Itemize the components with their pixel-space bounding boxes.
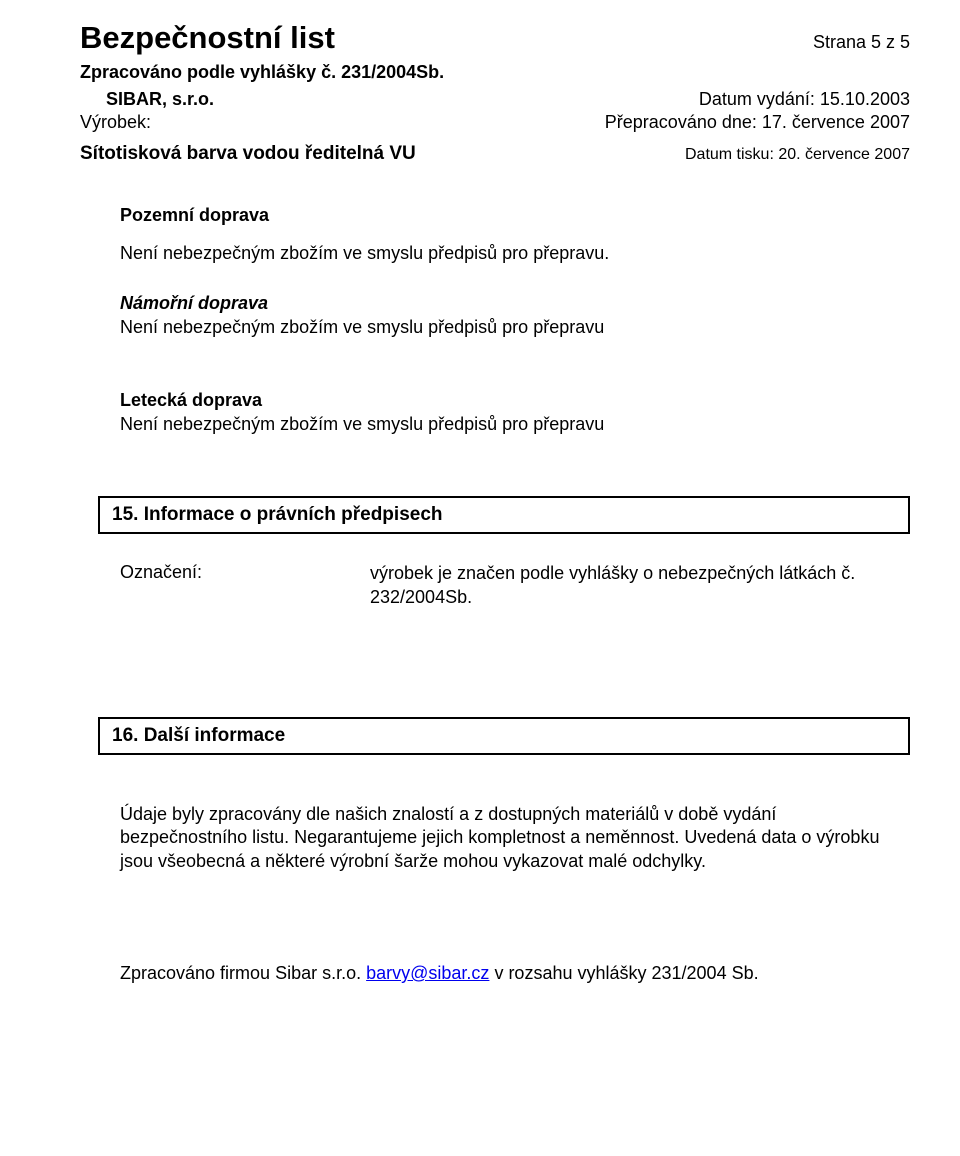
product-name: Sítotisková barva vodou ředitelná VU xyxy=(80,143,416,165)
footer-prefix: Zpracováno firmou Sibar s.r.o. xyxy=(120,963,366,983)
footer-email-link[interactable]: barvy@sibar.cz xyxy=(366,963,489,983)
sea-transport-heading: Námořní doprava xyxy=(120,293,900,314)
document-title: Bezpečnostní list xyxy=(80,20,335,56)
spacer xyxy=(120,228,900,242)
header-row-productname: Sítotisková barva vodou ředitelná VU Dat… xyxy=(80,133,910,165)
issue-date: Datum vydání: 15.10.2003 xyxy=(699,89,910,110)
spacer xyxy=(120,340,900,362)
revised-date: Přepracováno dne: 17. července 2007 xyxy=(605,112,910,133)
ground-transport-text: Není nebezpečným zbožím ve smyslu předpi… xyxy=(120,242,900,265)
footer-suffix: v rozsahu vyhlášky 231/2004 Sb. xyxy=(494,963,758,983)
ground-transport-heading: Pozemní doprava xyxy=(120,205,900,226)
spacer xyxy=(120,783,900,803)
section-15-title: 15. Informace o právních předpisech xyxy=(112,504,443,525)
air-transport-heading: Letecká doprava xyxy=(120,390,900,411)
header-row-company: SIBAR, s.r.o. Datum vydání: 15.10.2003 xyxy=(80,89,910,110)
document-header: Bezpečnostní list Strana 5 z 5 Zpracován… xyxy=(80,20,910,165)
spacer xyxy=(120,609,900,657)
section-16-box: 16. Další informace xyxy=(98,717,910,755)
page: Bezpečnostní list Strana 5 z 5 Zpracován… xyxy=(0,0,960,1156)
content-area: Pozemní doprava Není nebezpečným zbožím … xyxy=(80,205,910,984)
header-row-title: Bezpečnostní list Strana 5 z 5 xyxy=(80,20,910,56)
section-16-paragraph: Údaje byly zpracovány dle našich znalost… xyxy=(120,803,900,873)
document-subtitle: Zpracováno podle vyhlášky č. 231/2004Sb. xyxy=(80,62,910,83)
product-label: Výrobek: xyxy=(80,112,151,133)
company-name: SIBAR, s.r.o. xyxy=(80,89,214,110)
air-transport-text: Není nebezpečným zbožím ve smyslu předpi… xyxy=(120,413,900,436)
footer-line: Zpracováno firmou Sibar s.r.o. barvy@sib… xyxy=(120,963,900,984)
page-number: Strana 5 z 5 xyxy=(813,32,910,53)
labeling-label: Označení: xyxy=(120,562,330,609)
section-15-box: 15. Informace o právních předpisech xyxy=(98,496,910,534)
labeling-value: výrobek je značen podle vyhlášky o nebez… xyxy=(370,562,900,609)
labeling-row: Označení: výrobek je značen podle vyhláš… xyxy=(120,562,900,609)
print-date: Datum tisku: 20. července 2007 xyxy=(685,146,910,164)
section-16-title: 16. Další informace xyxy=(112,725,285,746)
sea-transport-text: Není nebezpečným zbožím ve smyslu předpi… xyxy=(120,316,900,339)
header-row-product: Výrobek: Přepracováno dne: 17. července … xyxy=(80,112,910,133)
